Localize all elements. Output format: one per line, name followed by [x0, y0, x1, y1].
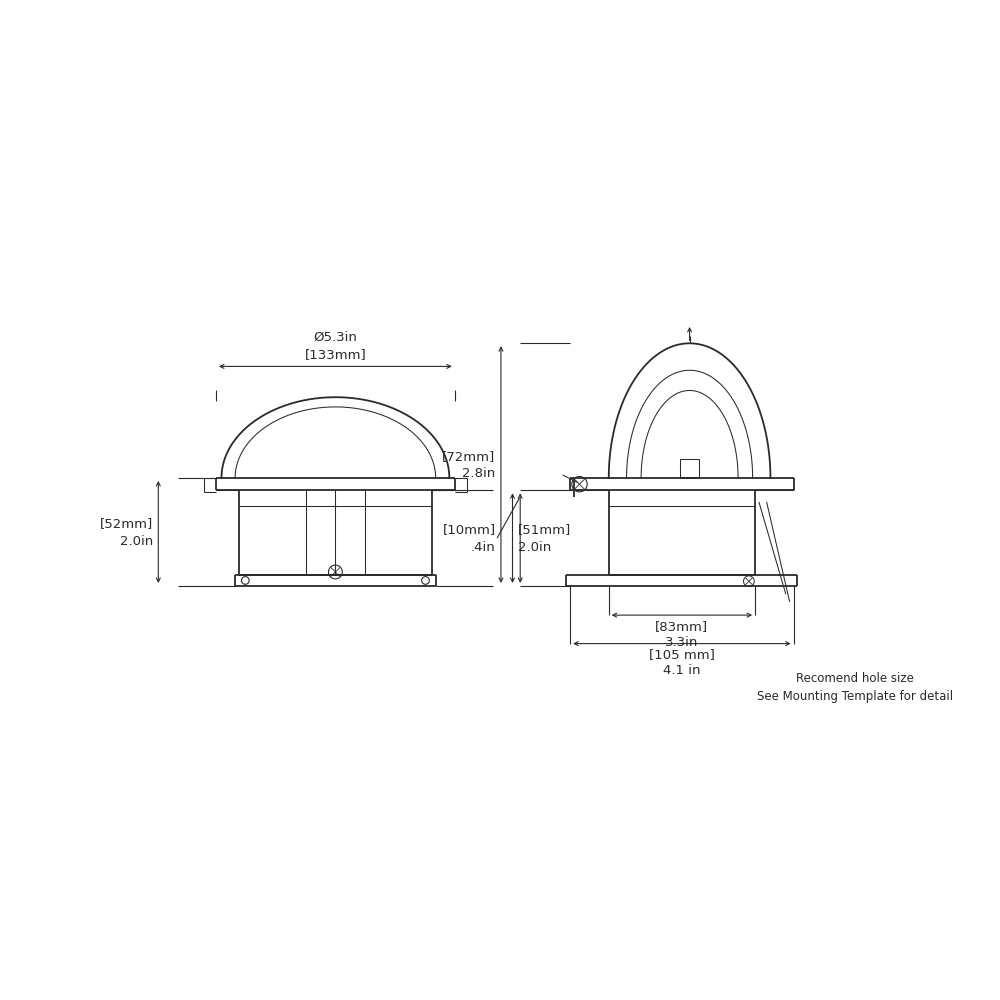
Text: [51mm]: [51mm] [518, 523, 571, 536]
Text: [105 mm]: [105 mm] [649, 648, 715, 661]
Text: [10mm]: [10mm] [442, 523, 496, 536]
Text: [133mm]: [133mm] [305, 348, 366, 361]
Text: [52mm]: [52mm] [100, 517, 153, 530]
Text: Recomend hole size
See Mounting Template for detail: Recomend hole size See Mounting Template… [757, 672, 953, 703]
Text: [72mm]: [72mm] [442, 450, 496, 463]
Text: .4in: .4in [471, 541, 496, 554]
Text: 2.0in: 2.0in [120, 535, 153, 548]
Text: 2.0in: 2.0in [518, 541, 551, 554]
Text: Ø5.3in: Ø5.3in [313, 331, 357, 344]
Text: 4.1 in: 4.1 in [663, 664, 701, 677]
Text: 3.3in: 3.3in [665, 636, 699, 649]
Text: [83mm]: [83mm] [655, 620, 708, 633]
Text: 2.8in: 2.8in [462, 467, 496, 480]
